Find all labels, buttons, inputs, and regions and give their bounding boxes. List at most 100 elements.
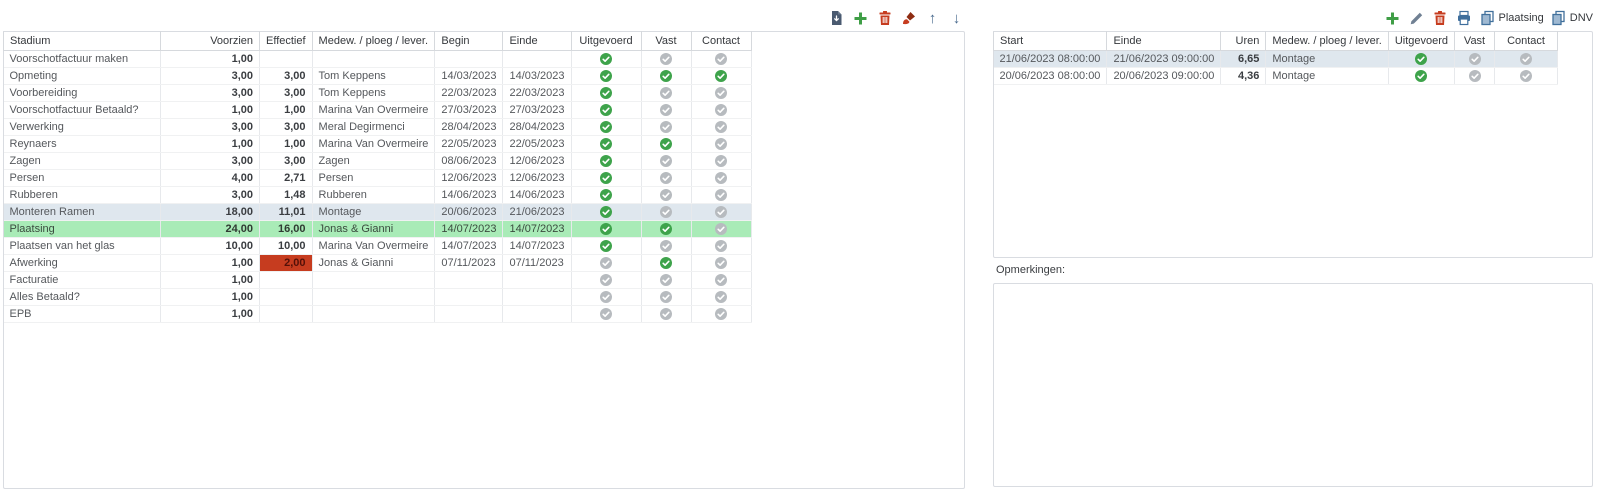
move-down-icon[interactable]: ↓: [952, 9, 961, 27]
uitgevoerd-check-icon[interactable]: [600, 121, 613, 134]
vast-check-icon[interactable]: [1468, 70, 1481, 83]
vast-check-icon[interactable]: [660, 104, 673, 117]
column-header[interactable]: Voorzien: [160, 31, 260, 51]
uitgevoerd-check-icon[interactable]: [600, 70, 613, 83]
table-row[interactable]: Persen 4,00 2,71 Persen 12/06/2023 12/06/2023: [3, 169, 752, 187]
table-row[interactable]: Plaatsing 24,00 16,00 Jonas & Gianni 14/07/2…: [3, 220, 752, 238]
add-icon[interactable]: [1384, 10, 1401, 27]
vast-check-icon[interactable]: [660, 121, 673, 134]
column-header[interactable]: Contact: [690, 31, 752, 51]
vast-check-icon[interactable]: [660, 189, 673, 202]
column-header[interactable]: Uren: [1220, 31, 1267, 51]
table-row[interactable]: Verwerking 3,00 3,00 Meral Degirmenci 28/04/…: [3, 118, 752, 136]
uitgevoerd-check-icon[interactable]: [1415, 53, 1428, 66]
table-row[interactable]: Voorschotfactuur maken 1,00: [3, 50, 752, 68]
table-row[interactable]: Reynaers 1,00 1,00 Marina Van Overmeire 22/0…: [3, 135, 752, 153]
contact-check-icon[interactable]: [715, 104, 728, 117]
vast-check-icon[interactable]: [660, 223, 673, 236]
contact-check-icon[interactable]: [715, 206, 728, 219]
contact-check-icon[interactable]: [715, 155, 728, 168]
clear-format-brush-icon[interactable]: [900, 10, 917, 27]
column-header[interactable]: Medew. / ploeg / lever.: [311, 31, 436, 51]
contact-check-icon[interactable]: [715, 70, 728, 83]
copy-plaatsing-button[interactable]: Plaatsing: [1480, 10, 1544, 26]
uitgevoerd-check-icon[interactable]: [600, 87, 613, 100]
vast-check-icon[interactable]: [660, 308, 673, 321]
uitgevoerd-check-icon[interactable]: [600, 155, 613, 168]
uitgevoerd-check-icon[interactable]: [600, 274, 613, 287]
print-icon[interactable]: [1456, 10, 1473, 27]
contact-check-icon[interactable]: [715, 223, 728, 236]
table-row[interactable]: Plaatsen van het glas 10,00 10,00 Marina Va…: [3, 237, 752, 255]
column-header[interactable]: Stadium: [3, 31, 161, 51]
uitgevoerd-check-icon[interactable]: [600, 308, 613, 321]
vast-check-icon[interactable]: [660, 87, 673, 100]
vast-check-icon[interactable]: [660, 53, 673, 66]
column-header[interactable]: Start: [992, 31, 1108, 51]
contact-check-icon[interactable]: [715, 308, 728, 321]
contact-check-icon[interactable]: [715, 53, 728, 66]
column-header[interactable]: Uitgevoerd: [570, 31, 642, 51]
column-header[interactable]: Begin: [434, 31, 504, 51]
vast-check-icon[interactable]: [660, 274, 673, 287]
delete-trash-icon[interactable]: [876, 10, 893, 27]
uitgevoerd-check-icon[interactable]: [1415, 70, 1428, 83]
column-header[interactable]: Vast: [640, 31, 692, 51]
table-row[interactable]: 20/06/2023 08:00:00 20/06/2023 09:00:00 4,…: [993, 67, 1559, 85]
edit-pencil-icon[interactable]: [1408, 10, 1425, 27]
table-row[interactable]: Monteren Ramen 18,00 11,01 Montage 20/06/202…: [3, 203, 752, 221]
table-row[interactable]: Voorschotfactuur Betaald? 1,00 1,00 Marina …: [3, 101, 752, 119]
file-export-icon[interactable]: [828, 10, 845, 27]
table-row[interactable]: Afwerking 1,00 2,00 Jonas & Gianni 07/11/202…: [3, 254, 752, 272]
contact-check-icon[interactable]: [1520, 53, 1533, 66]
table-row[interactable]: EPB 1,00: [3, 305, 752, 323]
vast-check-icon[interactable]: [660, 138, 673, 151]
notes-textarea[interactable]: [994, 284, 1592, 486]
column-header[interactable]: Effectief: [259, 31, 313, 51]
contact-check-icon[interactable]: [715, 172, 728, 185]
vast-check-icon[interactable]: [660, 240, 673, 253]
vast-check-icon[interactable]: [660, 155, 673, 168]
move-up-icon[interactable]: ↑: [928, 9, 937, 27]
delete-trash-icon[interactable]: [1432, 10, 1449, 27]
contact-check-icon[interactable]: [715, 138, 728, 151]
contact-check-icon[interactable]: [715, 121, 728, 134]
uitgevoerd-check-icon[interactable]: [600, 53, 613, 66]
uitgevoerd-check-icon[interactable]: [600, 223, 613, 236]
column-header[interactable]: Contact: [1494, 31, 1559, 51]
column-header[interactable]: Einde: [502, 31, 572, 51]
uitgevoerd-check-icon[interactable]: [600, 104, 613, 117]
vast-check-icon[interactable]: [660, 257, 673, 270]
table-row[interactable]: Rubberen 3,00 1,48 Rubberen 14/06/2023 14/06/…: [3, 186, 752, 204]
uitgevoerd-check-icon[interactable]: [600, 138, 613, 151]
table-row[interactable]: Zagen 3,00 3,00 Zagen 08/06/2023 12/06/2023: [3, 152, 752, 170]
table-row[interactable]: 21/06/2023 08:00:00 21/06/2023 09:00:00 6,…: [993, 50, 1559, 68]
table-row[interactable]: Facturatie 1,00: [3, 271, 752, 289]
table-row[interactable]: Opmeting 3,00 3,00 Tom Keppens 14/03/2023 14/…: [3, 67, 752, 85]
table-row[interactable]: Alles Betaald? 1,00: [3, 288, 752, 306]
uitgevoerd-check-icon[interactable]: [600, 240, 613, 253]
column-header[interactable]: Uitgevoerd: [1387, 31, 1456, 51]
table-row[interactable]: Voorbereiding 3,00 3,00 Tom Keppens 22/03/20…: [3, 84, 752, 102]
column-header[interactable]: Vast: [1454, 31, 1496, 51]
vast-check-icon[interactable]: [660, 172, 673, 185]
copy-dnv-button[interactable]: DNV: [1551, 10, 1593, 26]
uitgevoerd-check-icon[interactable]: [600, 206, 613, 219]
vast-check-icon[interactable]: [660, 291, 673, 304]
contact-check-icon[interactable]: [715, 189, 728, 202]
contact-check-icon[interactable]: [715, 240, 728, 253]
contact-check-icon[interactable]: [715, 87, 728, 100]
column-header[interactable]: Medew. / ploeg / lever.: [1265, 31, 1389, 51]
vast-check-icon[interactable]: [660, 206, 673, 219]
uitgevoerd-check-icon[interactable]: [600, 257, 613, 270]
add-icon[interactable]: [852, 10, 869, 27]
contact-check-icon[interactable]: [715, 291, 728, 304]
uitgevoerd-check-icon[interactable]: [600, 189, 613, 202]
contact-check-icon[interactable]: [715, 257, 728, 270]
contact-check-icon[interactable]: [1520, 70, 1533, 83]
vast-check-icon[interactable]: [1468, 53, 1481, 66]
vast-check-icon[interactable]: [660, 70, 673, 83]
column-header[interactable]: Einde: [1106, 31, 1222, 51]
uitgevoerd-check-icon[interactable]: [600, 172, 613, 185]
uitgevoerd-check-icon[interactable]: [600, 291, 613, 304]
